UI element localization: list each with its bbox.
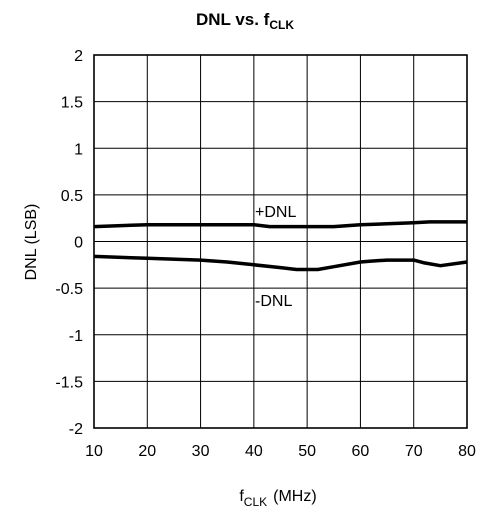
y-tick-label: -0.5	[55, 281, 83, 298]
y-axis-label: DNL (LSB)	[23, 204, 40, 281]
x-tick-label: 50	[298, 443, 316, 460]
x-tick-label: 70	[405, 443, 423, 460]
y-tick-label: 1	[74, 141, 83, 158]
y-tick-label: 0	[74, 235, 83, 252]
series-line-minus-dnl	[94, 256, 467, 269]
grid-lines	[94, 55, 467, 428]
chart-title-main: DNL vs. f	[196, 10, 270, 29]
y-tick-labels: 2 1.5 1 0.5 0 -0.5 -1 -1.5 -2	[55, 48, 83, 438]
chart-title: DNL vs. fCLK	[196, 10, 294, 32]
x-tick-label: 30	[192, 443, 210, 460]
y-tick-label: 0.5	[61, 188, 83, 205]
x-tick-label: 20	[138, 443, 156, 460]
y-tick-label: -1	[69, 328, 83, 345]
series-lines	[94, 222, 467, 270]
series-label-plus-dnl: +DNL	[255, 204, 296, 221]
chart-title-subscript: CLK	[269, 18, 294, 32]
x-tick-labels: 10 20 30 40 50 60 70 80	[85, 443, 476, 460]
x-axis-label-unit: (MHz)	[273, 488, 317, 505]
x-axis-label-subscript: CLK	[244, 495, 267, 509]
y-tick-label: -1.5	[55, 374, 83, 391]
y-tick-label: 1.5	[61, 95, 83, 112]
series-line-plus-dnl	[94, 222, 467, 227]
x-tick-label: 60	[352, 443, 370, 460]
x-tick-label: 80	[458, 443, 476, 460]
x-tick-label: 10	[85, 443, 103, 460]
x-axis-label: fCLK (MHz)	[239, 488, 316, 509]
y-tick-label: 2	[74, 48, 83, 65]
y-tick-label: -2	[69, 421, 83, 438]
x-tick-label: 40	[245, 443, 263, 460]
series-label-minus-dnl: -DNL	[255, 293, 292, 310]
